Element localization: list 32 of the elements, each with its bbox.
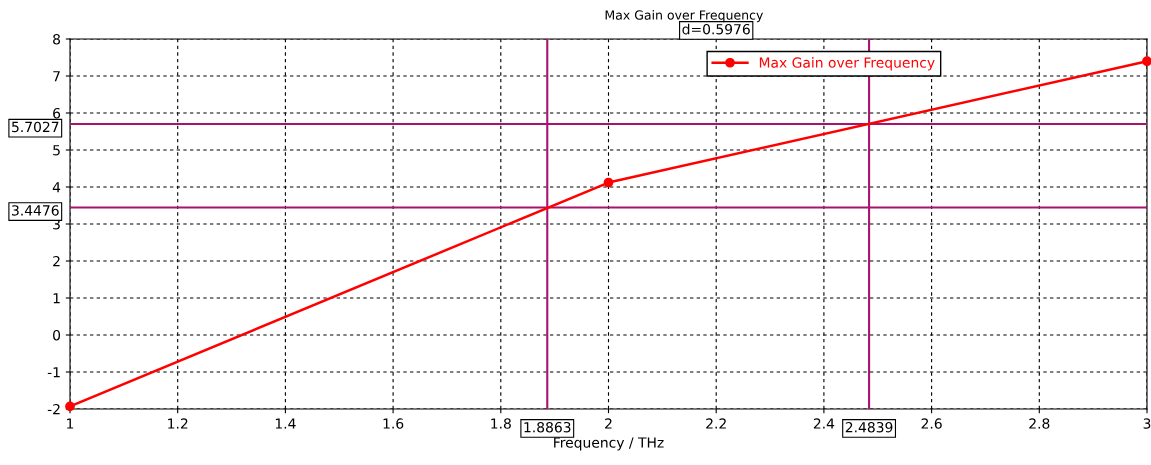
- y-tick-label: 2: [53, 255, 60, 267]
- y-tick-label: -1: [47, 367, 60, 378]
- x-tick-label: 1.4: [275, 418, 296, 429]
- x-tick-label: 1.2: [168, 418, 188, 429]
- legend-label: Max Gain over Frequency: [759, 57, 935, 71]
- x-tick-label: 2: [605, 418, 612, 429]
- x-axis-title: Frequency / THz: [554, 437, 664, 451]
- y-tick-label: -2: [47, 403, 60, 415]
- x-tick-label: 2.4: [813, 418, 835, 429]
- ref-line-label: 2.4839: [845, 421, 893, 433]
- ref-line-label: 5.7027: [12, 121, 59, 133]
- x-tick-label: 1.6: [383, 418, 404, 429]
- ref-line-label: 3.4476: [12, 205, 59, 216]
- y-tick-label: 7: [53, 71, 60, 82]
- point: [65, 401, 75, 412]
- ref-line-label: 1.8863: [524, 421, 571, 433]
- point: [603, 177, 614, 188]
- y-tick-label: 5: [53, 145, 60, 156]
- y-tick-label: 0: [53, 329, 61, 341]
- chart-title: Max Gain over Frequency: [605, 10, 763, 23]
- x-tick-label: 3: [1143, 418, 1151, 429]
- point: [1142, 56, 1151, 67]
- x-tick-label: 2.8: [1029, 418, 1050, 429]
- x-tick-label: 2.6: [921, 418, 942, 429]
- text: d=0.5976: [682, 23, 750, 35]
- y-tick-label: 1: [53, 293, 60, 304]
- y-tick-label: 4: [52, 182, 61, 193]
- x-tick-label: 1.8: [491, 418, 511, 429]
- x-tick-label: 1: [67, 418, 74, 429]
- y-tick-label: 6: [53, 107, 61, 119]
- x-tick-label: 2.2: [706, 418, 726, 429]
- y-tick-label: 8: [53, 33, 61, 45]
